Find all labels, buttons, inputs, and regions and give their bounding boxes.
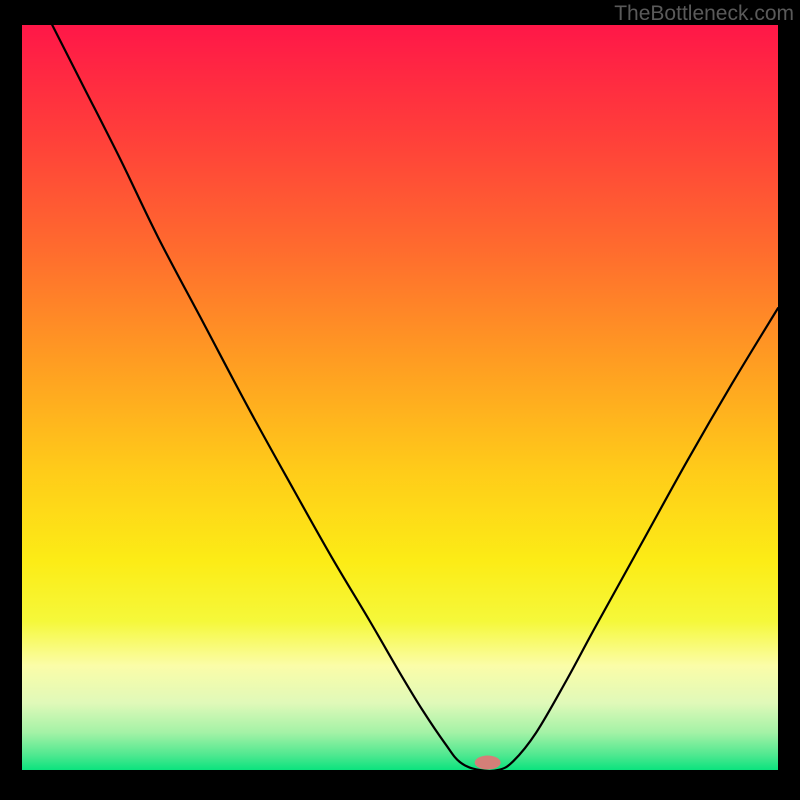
chart-svg	[22, 25, 778, 770]
optimal-marker	[475, 756, 501, 770]
bottleneck-chart	[22, 25, 778, 770]
watermark-text: TheBottleneck.com	[614, 2, 794, 26]
chart-background	[22, 25, 778, 770]
